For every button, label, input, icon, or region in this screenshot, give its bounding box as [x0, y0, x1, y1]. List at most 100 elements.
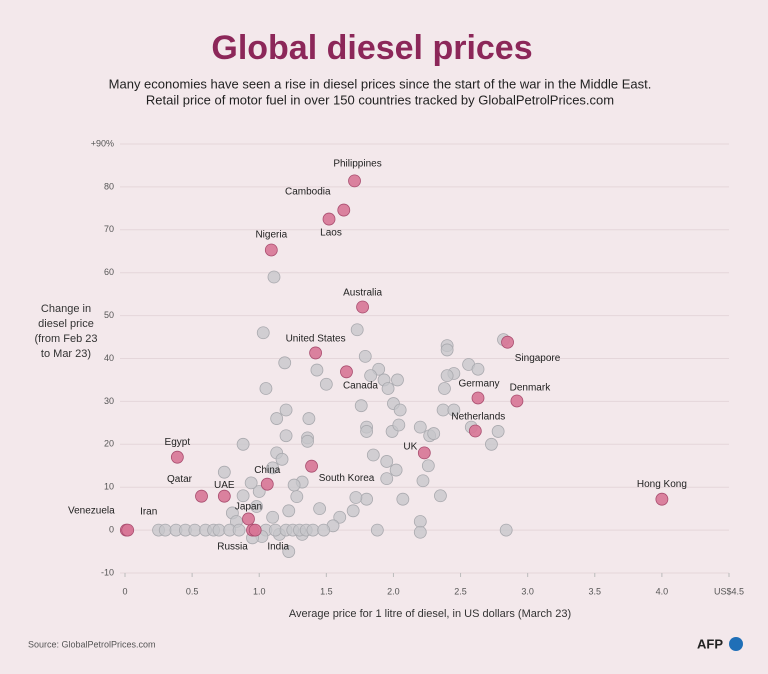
point: [438, 382, 451, 395]
highlight-point: [260, 477, 274, 491]
y-axis-title: to Mar 23): [41, 348, 91, 360]
point: [358, 349, 372, 363]
point-label: Qatar: [167, 474, 193, 485]
y-tick-label: 40: [104, 353, 114, 363]
point: [275, 452, 289, 466]
point: [346, 504, 360, 518]
highlight-point: [471, 391, 485, 405]
point-label: Germany: [458, 379, 499, 390]
point: [413, 515, 427, 528]
point: [279, 403, 293, 417]
point: [413, 420, 427, 434]
source: Source: GlobalPetrolPrices.com: [28, 639, 156, 649]
point: [282, 504, 296, 518]
y-tick-label: -10: [101, 567, 114, 577]
point: [436, 403, 450, 417]
point: [381, 382, 395, 395]
highlight-point: [248, 523, 262, 537]
x-tick-label: 3.0: [521, 586, 534, 596]
point: [421, 459, 435, 473]
point: [301, 434, 314, 448]
x-axis-title: Average price for 1 litre of diesel, in …: [289, 608, 571, 620]
x-tick-label: 4.0: [656, 586, 669, 596]
point: [389, 463, 403, 477]
point: [392, 418, 406, 432]
point: [427, 427, 441, 440]
point-label: China: [254, 465, 281, 476]
logo-mark: [729, 637, 743, 651]
point: [279, 429, 293, 443]
point: [333, 510, 347, 524]
point-label: Canada: [343, 380, 378, 391]
highlight-point: [468, 424, 482, 438]
y-axis-title: (from Feb 23: [35, 333, 98, 345]
point-label: Japan: [235, 502, 262, 513]
point: [266, 461, 280, 475]
point: [366, 448, 380, 462]
point: [380, 472, 394, 486]
point: [232, 523, 246, 537]
point-label: India: [267, 542, 289, 553]
point: [434, 489, 447, 503]
y-axis-title: diesel price: [38, 318, 94, 330]
point: [447, 403, 461, 417]
point: [270, 412, 284, 425]
point: [360, 425, 374, 438]
highlight-point: [195, 489, 208, 503]
y-tick-label: 80: [104, 181, 114, 191]
y-tick-label: 30: [104, 396, 114, 406]
highlight-point: [356, 300, 369, 314]
y-tick-label: 10: [104, 482, 114, 492]
point: [485, 437, 498, 451]
point-label: Hong Kong: [637, 479, 687, 490]
x-tick-label: 3.5: [589, 586, 602, 596]
point-label: UK: [403, 442, 417, 453]
y-tick-label: 0: [109, 524, 114, 534]
highlight-point: [348, 174, 361, 188]
highlight-point: [121, 523, 135, 537]
point-label: Australia: [343, 288, 382, 299]
subtitle: Retail price of motor fuel in over 150 c…: [146, 92, 614, 107]
point: [236, 489, 250, 503]
x-tick-label: 2.0: [387, 586, 400, 596]
point: [236, 437, 250, 451]
point: [302, 412, 316, 425]
point: [413, 525, 427, 539]
highlight-point: [340, 365, 353, 379]
point: [440, 343, 454, 357]
point-label: Nigeria: [255, 230, 287, 241]
highlight-point: [337, 203, 351, 217]
logo: AFP: [697, 636, 723, 651]
point: [306, 523, 320, 537]
point-label: Egypt: [165, 437, 191, 448]
point: [188, 523, 202, 537]
point: [349, 491, 363, 504]
point: [212, 523, 226, 537]
highlight-point: [309, 346, 322, 360]
point-label: Cambodia: [285, 187, 331, 198]
chart-title: Global diesel prices: [211, 29, 532, 67]
highlight-point: [305, 459, 318, 473]
point: [217, 465, 231, 479]
point: [471, 362, 485, 376]
highlight-point: [655, 492, 669, 506]
point: [380, 455, 394, 468]
point: [416, 474, 430, 488]
y-tick-label: +90%: [91, 138, 114, 148]
highlight-point: [322, 212, 336, 226]
point: [252, 485, 266, 498]
point: [158, 523, 172, 537]
point: [313, 502, 327, 516]
highlight-point: [264, 243, 278, 257]
point: [360, 492, 374, 506]
point: [287, 478, 301, 492]
point: [244, 476, 258, 490]
x-tick-label: 1.0: [253, 586, 266, 596]
point: [256, 326, 270, 340]
y-tick-label: 60: [104, 267, 114, 277]
point-label: UAE: [214, 480, 235, 491]
x-tick-label: 0.5: [186, 586, 199, 596]
point: [350, 323, 364, 337]
